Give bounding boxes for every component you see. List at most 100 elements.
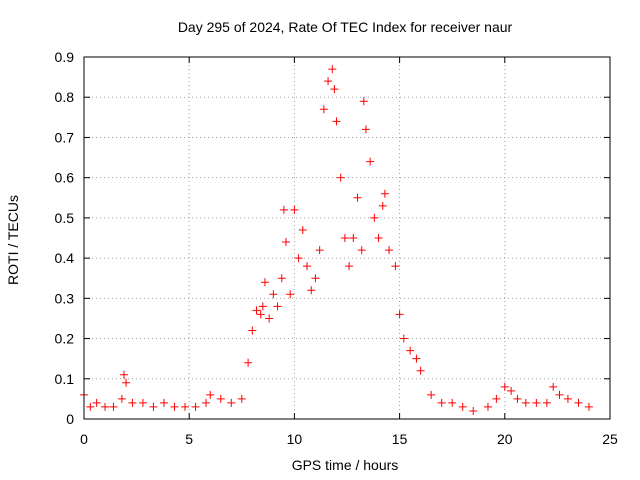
- data-point: [507, 386, 516, 395]
- data-point: [532, 398, 541, 407]
- data-point: [260, 278, 269, 287]
- data-point: [286, 290, 295, 299]
- data-point: [469, 406, 478, 415]
- data-point: [92, 398, 101, 407]
- data-point: [244, 358, 253, 367]
- data-point: [427, 390, 436, 399]
- data-point: [357, 246, 366, 255]
- data-point: [170, 402, 179, 411]
- data-point: [483, 402, 492, 411]
- data-point: [248, 326, 257, 335]
- data-point: [298, 225, 307, 234]
- y-tick-label: 0.7: [55, 129, 75, 145]
- data-point: [349, 234, 358, 242]
- data-point: [345, 262, 354, 271]
- y-tick-label: 0.8: [55, 89, 75, 105]
- data-point: [330, 85, 339, 94]
- x-tick-label: 10: [287, 431, 303, 447]
- data-point: [273, 302, 282, 311]
- data-point: [319, 105, 328, 114]
- data-point: [521, 398, 530, 407]
- data-point: [555, 390, 564, 399]
- data-point: [448, 398, 457, 407]
- y-tick-label: 0.2: [55, 331, 75, 347]
- data-point: [458, 402, 467, 411]
- data-point: [109, 402, 118, 411]
- y-axis-ticks: 0 0.1 0.2 0.3 0.4 0.5 0.6 0.7 0.8 0.9: [55, 49, 610, 427]
- data-point: [416, 366, 425, 375]
- data-point: [374, 234, 383, 242]
- data-point: [138, 398, 147, 407]
- data-point: [101, 402, 110, 411]
- data-point: [437, 398, 446, 407]
- data-point: [513, 394, 522, 403]
- data-point: [549, 382, 558, 391]
- data-point: [202, 398, 211, 407]
- x-tick-label: 25: [602, 431, 618, 447]
- y-tick-label: 0.1: [55, 371, 75, 387]
- data-point: [279, 205, 288, 214]
- data-point: [159, 398, 168, 407]
- x-tick-label: 0: [80, 431, 88, 447]
- data-point: [366, 157, 375, 166]
- data-point: [500, 382, 509, 391]
- data-point: [269, 290, 278, 299]
- data-point: [303, 262, 312, 271]
- data-point: [277, 274, 286, 283]
- y-tick-label: 0.4: [55, 250, 75, 266]
- data-point: [281, 238, 290, 247]
- data-point: [412, 354, 421, 363]
- y-tick-label: 0.5: [55, 210, 75, 226]
- data-point: [324, 77, 333, 86]
- data-point: [584, 402, 593, 411]
- data-point: [265, 314, 274, 323]
- data-point: [86, 402, 95, 411]
- data-point: [336, 173, 345, 182]
- data-point: [290, 205, 299, 214]
- data-point: [378, 201, 387, 210]
- data-point: [328, 65, 337, 74]
- data-point: [370, 213, 379, 222]
- data-point: [399, 334, 408, 343]
- data-point: [117, 394, 126, 403]
- data-point: [492, 394, 501, 403]
- x-axis-label: GPS time / hours: [292, 457, 399, 473]
- data-point: [385, 246, 394, 255]
- data-point: [307, 286, 316, 295]
- data-point: [359, 97, 368, 106]
- y-tick-label: 0.3: [55, 290, 75, 306]
- data-point: [256, 310, 265, 319]
- data-point: [340, 234, 349, 242]
- data-point: [149, 402, 158, 411]
- data-point: [206, 390, 215, 399]
- data-point: [391, 262, 400, 271]
- y-tick-label: 0.6: [55, 170, 75, 186]
- data-point: [311, 274, 320, 283]
- y-axis-label: ROTI / TECUs: [5, 195, 21, 285]
- data-point: [315, 246, 324, 255]
- data-point: [191, 402, 200, 411]
- data-point: [180, 402, 189, 411]
- data-point: [406, 346, 415, 355]
- data-point: [122, 378, 131, 387]
- grid-lines: [84, 57, 610, 419]
- data-point: [227, 398, 236, 407]
- data-point: [294, 254, 303, 263]
- data-point: [380, 189, 389, 198]
- x-tick-label: 15: [392, 431, 408, 447]
- data-point: [119, 370, 128, 379]
- data-point: [361, 125, 370, 134]
- y-tick-label: 0: [66, 411, 74, 427]
- data-point: [237, 394, 246, 403]
- data-point: [353, 193, 362, 202]
- x-axis-ticks: 0 5 10 15 20 25: [80, 57, 618, 447]
- data-point: [542, 398, 551, 407]
- data-point: [258, 302, 267, 311]
- data-point: [252, 306, 261, 315]
- data-point: [563, 394, 572, 403]
- data-point: [332, 117, 341, 126]
- data-points: [80, 65, 593, 415]
- x-tick-label: 20: [497, 431, 513, 447]
- chart-title: Day 295 of 2024, Rate Of TEC Index for r…: [178, 19, 513, 35]
